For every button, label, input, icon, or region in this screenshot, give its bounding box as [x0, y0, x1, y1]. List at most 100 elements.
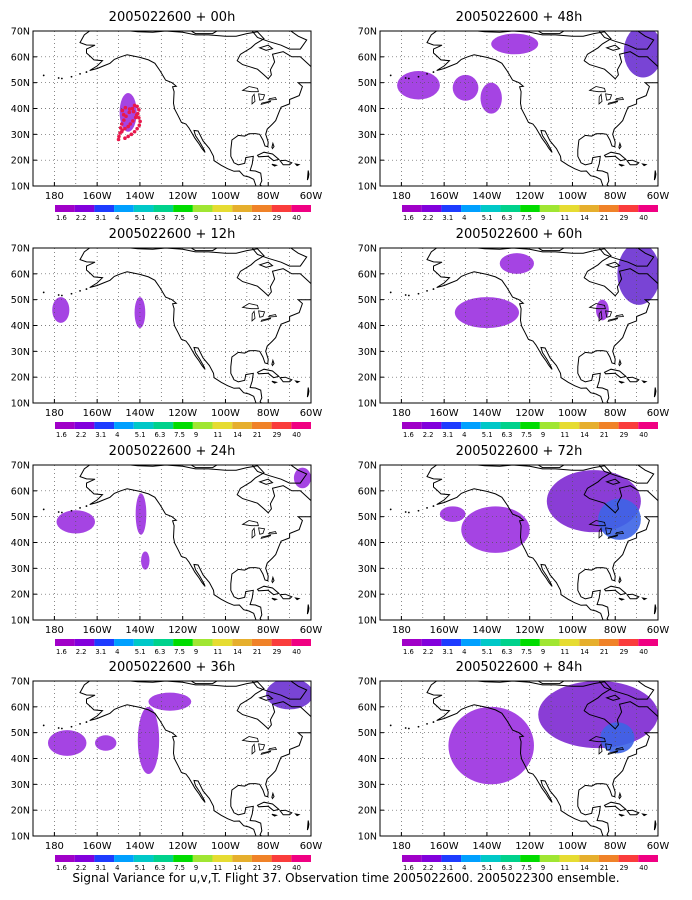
- variance-shading: [52, 297, 70, 323]
- colorbar-swatch: [638, 422, 658, 429]
- lat-tick-label: 40N: [11, 538, 30, 549]
- panel-title: 2005022600 + 12h: [109, 227, 236, 242]
- lon-tick-label: 60W: [300, 841, 323, 852]
- map-panel: 2005022600 + 12h 70N 60N 50N 40N 30N 20N 10N 180…: [11, 227, 323, 439]
- lat-tick-label: 60N: [11, 702, 30, 713]
- lat-tick-label: 70N: [358, 677, 377, 688]
- variance-shading: [439, 506, 466, 522]
- colorbar-swatch: [579, 422, 599, 429]
- colorbar-swatch: [520, 205, 540, 212]
- lat-tick-label: 20N: [358, 590, 377, 601]
- colorbar-swatch: [192, 422, 213, 429]
- colorbar-label: 9: [541, 214, 545, 222]
- colorbar-label: 14: [233, 864, 242, 872]
- colorbar-label: 21: [600, 214, 609, 222]
- variance-shading: [538, 681, 658, 749]
- colorbar: 1.6 2.2 3.1 4 5.1 6.3 7.5 9 11 14 21 29 40: [55, 855, 311, 872]
- colorbar-swatch: [173, 422, 193, 429]
- colorbar: 1.6 2.2 3.1 4 5.1 6.3 7.5 9 11 14 21 29 40: [402, 639, 658, 656]
- colorbar-swatch: [271, 205, 292, 212]
- lon-tick-label: 120W: [168, 191, 197, 202]
- lon-tick-label: 100W: [211, 625, 240, 636]
- lat-tick-label: 30N: [11, 130, 30, 141]
- lon-tick-label: 160W: [83, 841, 112, 852]
- lat-tick-label: 60N: [11, 486, 30, 497]
- colorbar-label: 14: [580, 214, 589, 222]
- colorbar-swatch: [480, 205, 501, 212]
- colorbar-label: 3.1: [442, 214, 453, 222]
- lon-tick-label: 100W: [558, 408, 587, 419]
- map-panel: 2005022600 + 36h 70N 60N 50N 40N 30N 20N 10N 180…: [11, 660, 323, 872]
- colorbar-label: 21: [600, 648, 609, 656]
- coastline: [389, 31, 658, 186]
- colorbar-swatch: [480, 639, 501, 646]
- colorbar-swatch: [441, 422, 462, 429]
- lon-tick-label: 180: [392, 625, 411, 636]
- colorbar-label: 40: [639, 864, 648, 872]
- colorbar-swatch: [173, 855, 193, 862]
- graticule: [33, 31, 311, 186]
- map-panel: 2005022600 + 84h 70N 60N 50N 40N 30N 20N 10N 180…: [358, 660, 670, 872]
- variance-shading: [499, 253, 534, 274]
- lon-tick-label: 140W: [472, 625, 501, 636]
- lon-tick-label: 140W: [125, 191, 154, 202]
- colorbar-swatch: [232, 855, 252, 862]
- lon-tick-label: 140W: [125, 841, 154, 852]
- lat-tick-label: 20N: [11, 373, 30, 384]
- lon-tick-label: 180: [45, 408, 64, 419]
- lat-tick-label: 10N: [11, 399, 30, 410]
- observation-track: [116, 103, 142, 142]
- colorbar: 1.6 2.2 3.1 4 5.1 6.3 7.5 9 11 14 21 29 40: [402, 205, 658, 222]
- lon-tick-label: 100W: [211, 841, 240, 852]
- lat-tick-label: 10N: [11, 832, 30, 843]
- colorbar-label: 3.1: [442, 864, 453, 872]
- lat-tick-label: 40N: [358, 321, 377, 332]
- lat-tick-label: 20N: [11, 590, 30, 601]
- colorbar-label: 40: [292, 864, 301, 872]
- colorbar-swatch: [212, 205, 233, 212]
- colorbar-swatch: [271, 422, 292, 429]
- colorbar-swatch: [520, 855, 540, 862]
- colorbar-label: 5.1: [135, 864, 146, 872]
- colorbar-label: 1.6: [403, 864, 414, 872]
- map-panel: 2005022600 + 72h 70N 60N 50N 40N 30N 20N 10N 180…: [358, 444, 670, 656]
- variance-shading: [623, 31, 658, 78]
- colorbar-swatch: [271, 639, 292, 646]
- colorbar-label: 4: [115, 431, 119, 439]
- colorbar-label: 3.1: [95, 431, 106, 439]
- variance-shading: [491, 33, 539, 55]
- colorbar-swatch: [461, 855, 481, 862]
- lat-tick-label: 40N: [358, 538, 377, 549]
- colorbar: 1.6 2.2 3.1 4 5.1 6.3 7.5 9 11 14 21 29 40: [402, 422, 658, 439]
- colorbar-swatch: [291, 639, 311, 646]
- lat-tick-label: 40N: [11, 321, 30, 332]
- colorbar-label: 21: [253, 864, 262, 872]
- lon-tick-label: 140W: [472, 408, 501, 419]
- colorbar-label: 40: [639, 214, 648, 222]
- colorbar-swatch: [539, 205, 560, 212]
- colorbar-label: 6.3: [154, 648, 165, 656]
- colorbar-swatch: [598, 639, 619, 646]
- colorbar-label: 9: [194, 214, 198, 222]
- lon-tick-label: 180: [45, 841, 64, 852]
- lon-tick-label: 120W: [168, 841, 197, 852]
- colorbar-swatch: [271, 855, 292, 862]
- lat-tick-label: 20N: [358, 373, 377, 384]
- lon-tick-label: 160W: [430, 841, 459, 852]
- lon-tick-label: 100W: [211, 191, 240, 202]
- graticule: [33, 465, 311, 620]
- colorbar-swatch: [598, 205, 619, 212]
- colorbar-swatch: [421, 855, 442, 862]
- colorbar-swatch: [520, 639, 540, 646]
- colorbar-swatch: [212, 639, 233, 646]
- lat-tick-label: 30N: [358, 780, 377, 791]
- lat-tick-label: 10N: [358, 399, 377, 410]
- lat-tick-label: 50N: [358, 728, 377, 739]
- lon-tick-label: 80W: [257, 191, 280, 202]
- coastline: [42, 681, 311, 836]
- colorbar-label: 3.1: [95, 214, 106, 222]
- colorbar-swatch: [559, 855, 580, 862]
- colorbar-label: 40: [292, 431, 301, 439]
- lon-tick-label: 160W: [430, 625, 459, 636]
- colorbar-swatch: [579, 639, 599, 646]
